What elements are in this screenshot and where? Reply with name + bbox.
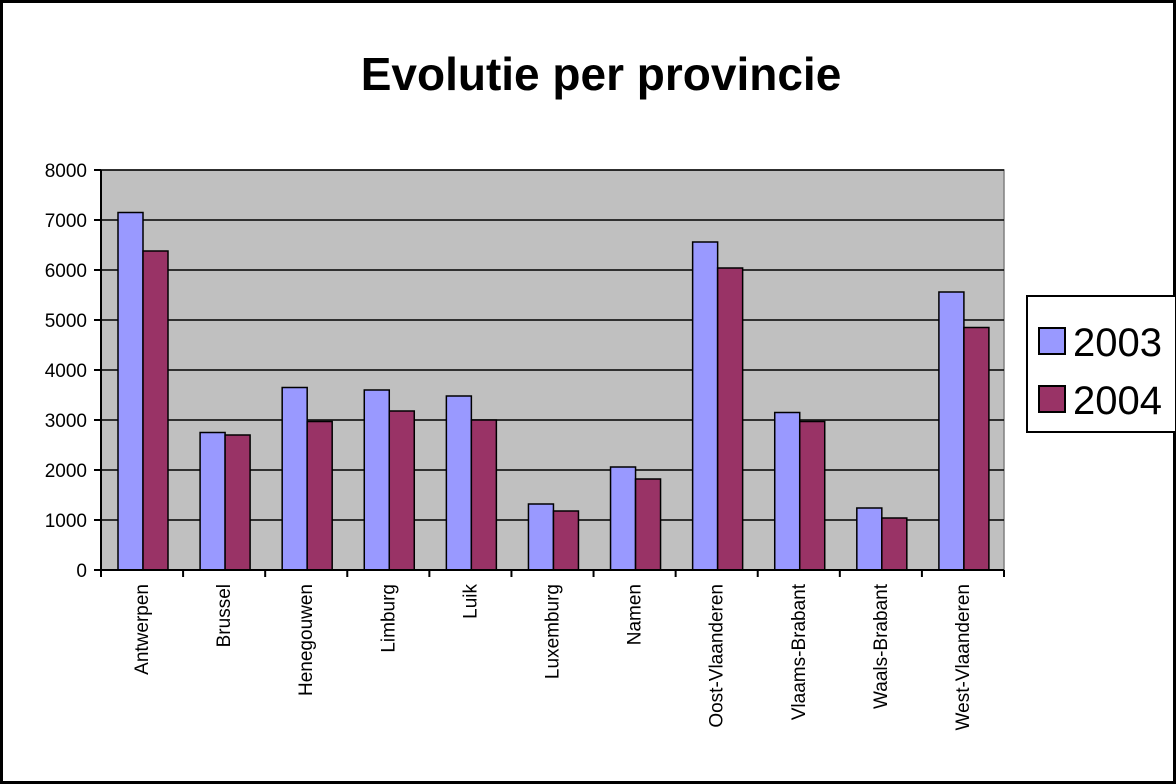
bar-2004-Oost-Vlaanderen [716, 267, 744, 571]
x-tick-label: Luxemburg [543, 584, 564, 679]
bars [117, 211, 990, 571]
x-tick-label: Limburg [378, 584, 399, 653]
bar-2004-Limburg [388, 410, 416, 571]
bar-2004-Waals-Brabant [881, 517, 908, 571]
axes [94, 169, 1005, 577]
x-axis-tick-labels: Antwerpen Brussel Henegouwen Limburg Luik Lux… [132, 583, 974, 730]
legend-swatch-2003 [1038, 327, 1066, 355]
x-tick-label: Brussel [214, 584, 235, 647]
y-tick-label: 5000 [45, 311, 87, 332]
bar-2003-Namen [609, 466, 637, 571]
y-tick-label: 1000 [45, 511, 87, 532]
legend: 2003 2004 [1026, 295, 1176, 433]
bar-2003-Luik [445, 395, 473, 571]
bar-2004-Brussel [224, 434, 251, 571]
y-tick-label: 7000 [45, 211, 87, 232]
bar-2004-Henegouwen [306, 420, 333, 571]
x-tick-label: West-Vlaanderen [953, 584, 974, 730]
bar-2003-Oost-Vlaanderen [691, 241, 719, 571]
bar-2004-Luik [470, 419, 498, 571]
chart-title: Evolutie per provincie [361, 48, 842, 100]
bar-2003-West-Vlaanderen [938, 291, 965, 571]
bar-2004-Luxemburg [552, 510, 580, 571]
legend-label-2004: 2004 [1073, 379, 1162, 423]
x-tick-label: Oost-Vlaanderen [707, 584, 728, 728]
bar-2004-West-Vlaanderen [963, 326, 990, 571]
x-tick-label: Luik [460, 584, 481, 619]
bar-2003-Waals-Brabant [856, 507, 883, 571]
y-tick-label: 4000 [45, 361, 87, 382]
bar-2003-Antwerpen [117, 211, 144, 571]
bar-2004-Antwerpen [142, 250, 169, 571]
bar-2003-Brussel [199, 431, 226, 571]
y-tick-label: 2000 [45, 461, 87, 482]
bar-2004-Namen [634, 478, 662, 571]
gridlines [101, 169, 1004, 521]
bar-2003-Limburg [363, 389, 391, 571]
bar-2003-Henegouwen [281, 386, 308, 571]
y-axis-tick-labels: 0 1000 2000 3000 4000 5000 6000 7000 8000 [45, 161, 87, 582]
legend-label-2003: 2003 [1073, 321, 1162, 365]
y-tick-label: 8000 [45, 161, 87, 182]
y-tick-label: 6000 [45, 261, 87, 282]
x-tick-label: Vlaams-Brabant [789, 583, 810, 720]
bar-2004-Vlaams-Brabant [798, 420, 826, 571]
bar-2003-Vlaams-Brabant [773, 411, 801, 571]
y-tick-label: 3000 [45, 411, 87, 432]
x-tick-label: Antwerpen [132, 584, 153, 675]
x-tick-label: Namen [625, 584, 646, 645]
x-tick-label: Waals-Brabant [871, 583, 892, 709]
y-tick-label: 0 [76, 561, 87, 582]
bar-2003-Luxemburg [527, 503, 555, 571]
legend-swatch-2004 [1038, 385, 1066, 413]
x-tick-label: Henegouwen [296, 584, 317, 696]
